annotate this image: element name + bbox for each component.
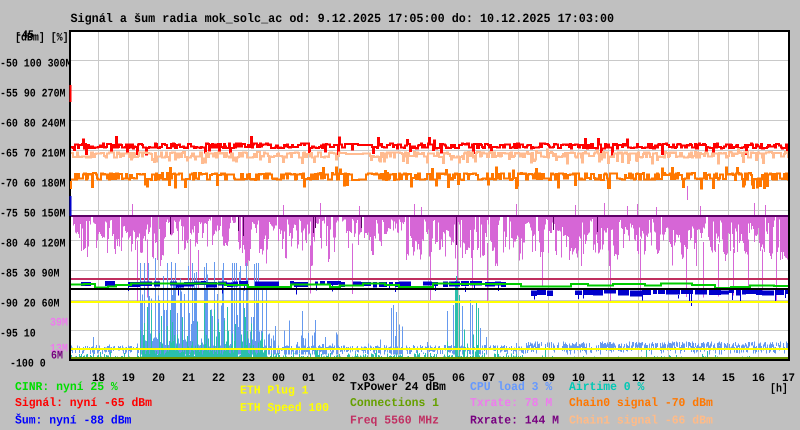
svg-text:ETH Speed 100: ETH Speed 100 <box>240 401 329 415</box>
svg-text:CPU load 3 %: CPU load 3 % <box>470 380 553 394</box>
svg-text:23: 23 <box>242 372 255 385</box>
svg-text:6M: 6M <box>51 349 63 362</box>
svg-text:-95 10: -95 10 <box>0 327 36 340</box>
svg-text:03: 03 <box>362 372 375 385</box>
svg-text:06: 06 <box>452 372 465 385</box>
svg-text:20: 20 <box>152 372 165 385</box>
svg-text:16: 16 <box>752 372 765 385</box>
svg-text:22: 22 <box>212 372 225 385</box>
svg-text:Signál: nyní -65 dBm: Signál: nyní -65 dBm <box>15 396 152 410</box>
svg-text:04: 04 <box>392 372 405 385</box>
svg-text:-75 50 150M: -75 50 150M <box>0 207 66 220</box>
svg-text:Connections 1: Connections 1 <box>350 396 439 410</box>
svg-text:10: 10 <box>572 372 585 385</box>
svg-text:-65 70 210M: -65 70 210M <box>0 147 66 160</box>
svg-text:ETH Plug 1: ETH Plug 1 <box>240 383 309 397</box>
svg-text:19: 19 <box>122 372 135 385</box>
svg-text:05: 05 <box>422 372 435 385</box>
svg-text:Chain0 signal -70 dBm: Chain0 signal -70 dBm <box>569 396 713 410</box>
svg-text:TxPower 24 dBm: TxPower 24 dBm <box>350 380 446 394</box>
svg-text:Freq 5560 MHz: Freq 5560 MHz <box>350 413 439 427</box>
svg-text:Airtime 0 %: Airtime 0 % <box>569 380 645 394</box>
svg-text:13: 13 <box>662 372 675 385</box>
svg-text:11: 11 <box>602 372 615 385</box>
svg-text:15: 15 <box>722 372 735 385</box>
svg-text:Signál a šum radia mok_solc_ac: Signál a šum radia mok_solc_ac od: 9.12.… <box>71 12 615 26</box>
svg-text:17: 17 <box>782 372 795 385</box>
svg-text:13M: 13M <box>50 343 68 356</box>
svg-text:-55 90 270M: -55 90 270M <box>0 87 66 100</box>
svg-text:-50 100 300M: -50 100 300M <box>0 57 71 70</box>
svg-text:Šum: nyní -88 dBm: Šum: nyní -88 dBm <box>15 413 131 427</box>
svg-text:-90 20 60M: -90 20 60M <box>0 297 60 310</box>
svg-text:-85 30 90M: -85 30 90M <box>0 267 60 280</box>
svg-text:18: 18 <box>92 372 105 385</box>
svg-text:CINR: nyní 25 %: CINR: nyní 25 % <box>15 380 119 394</box>
svg-text:-80 40 120M: -80 40 120M <box>0 237 66 250</box>
svg-text:Chain1 signal -66 dBm: Chain1 signal -66 dBm <box>569 413 713 427</box>
svg-text:09: 09 <box>542 372 555 385</box>
svg-text:02: 02 <box>332 372 345 385</box>
svg-text:-70 60 180M: -70 60 180M <box>0 177 66 190</box>
svg-text:[h]: [h] <box>770 382 788 395</box>
svg-text:-45: -45 <box>16 29 34 42</box>
svg-text:14: 14 <box>692 372 705 385</box>
svg-text:12: 12 <box>632 372 645 385</box>
svg-text:21: 21 <box>182 372 195 385</box>
svg-text:-60 80 240M: -60 80 240M <box>0 117 66 130</box>
svg-text:-100 0: -100 0 <box>10 357 46 370</box>
svg-text:[dBm] [%]: [dBm] [%] <box>15 32 69 45</box>
svg-text:Txrate: 78 M: Txrate: 78 M <box>470 396 552 410</box>
svg-text:07: 07 <box>482 372 495 385</box>
svg-text:00: 00 <box>272 372 285 385</box>
svg-text:01: 01 <box>302 372 315 385</box>
svg-text:Rxrate: 144 M: Rxrate: 144 M <box>470 413 559 427</box>
svg-text:39M: 39M <box>50 316 68 329</box>
svg-text:08: 08 <box>512 372 525 385</box>
